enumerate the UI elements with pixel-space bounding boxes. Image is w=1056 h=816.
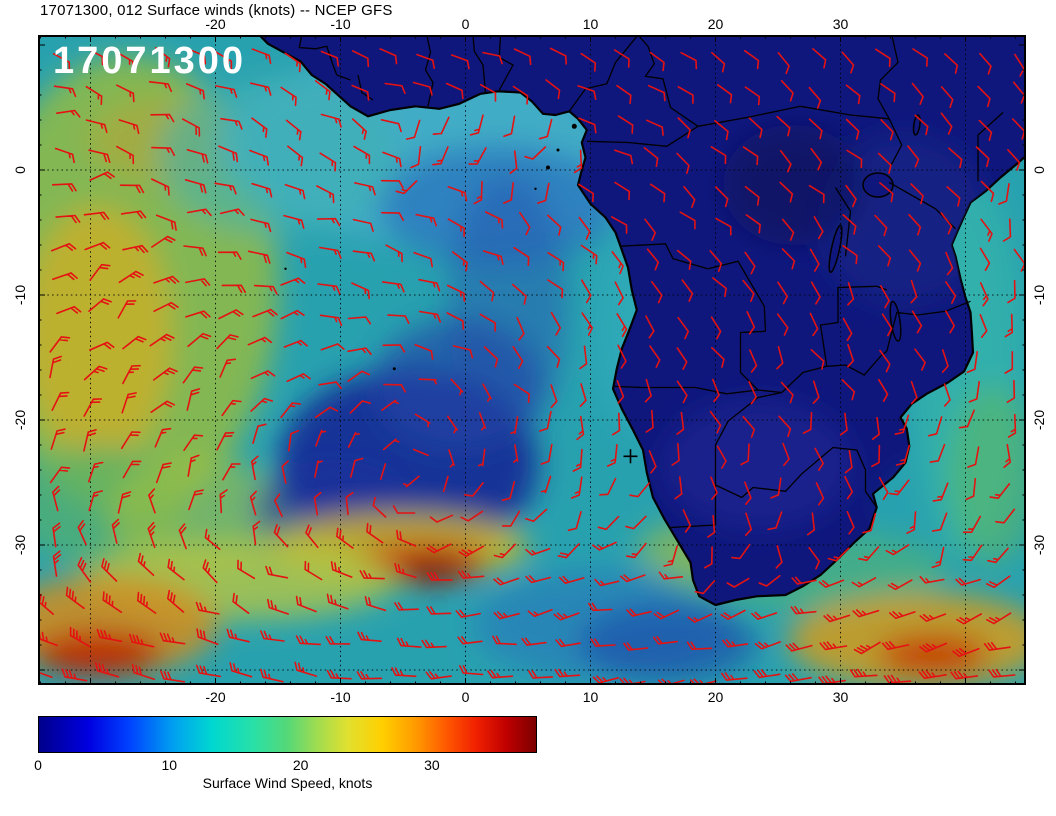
y-axis-tick-label: -30: [1031, 534, 1047, 556]
wind-map-svg: [38, 35, 1026, 685]
y-axis-tick-label: -10: [12, 284, 28, 306]
x-axis-tick-label: 10: [582, 16, 599, 32]
grain-texture: [38, 35, 1026, 685]
colorbar-tick-label: 0: [34, 757, 42, 773]
x-axis-tick-label: 30: [832, 16, 849, 32]
wind-barbs-layer: [38, 47, 1026, 685]
y-axis-tick-label: -20: [1031, 409, 1047, 431]
x-axis-tick-label: -20: [205, 16, 226, 32]
islands: [284, 123, 577, 371]
run-timestamp-overlay: 17071300: [53, 40, 247, 82]
colorbar-tick-label: 10: [161, 757, 178, 773]
y-axis-tick-label: 0: [12, 166, 28, 174]
x-axis-tick-label: -10: [330, 16, 351, 32]
x-axis-tick-label: 20: [707, 689, 724, 705]
colorbar-caption: Surface Wind Speed, knots: [202, 775, 373, 791]
figure-title: 17071300, 012 Surface winds (knots) -- N…: [40, 2, 393, 19]
x-axis-tick-label: -10: [330, 689, 351, 705]
graticule: [38, 35, 1026, 685]
colorbar-tick-label: 30: [424, 757, 440, 773]
y-axis-tick-label: 0: [1031, 166, 1047, 174]
x-axis-tick-label: 10: [582, 689, 599, 705]
x-axis-tick-label: 30: [832, 689, 849, 705]
y-axis-tick-label: -20: [12, 409, 28, 431]
wind-map: [38, 35, 1026, 685]
colorbar-gradient: [38, 716, 537, 753]
x-axis-tick-label: 0: [461, 689, 470, 705]
x-axis-tick-label: -20: [205, 689, 226, 705]
x-axis-tick-label: 20: [707, 16, 724, 32]
station-plus-marker: [623, 449, 638, 464]
map-border: [38, 35, 1026, 685]
y-axis-tick-label: -30: [12, 534, 28, 556]
colorbar-tick-label: 20: [292, 757, 309, 773]
y-axis-tick-label: -10: [1031, 284, 1047, 306]
map-frame: 17071300: [38, 35, 1026, 685]
x-axis-tick-label: 0: [461, 16, 470, 32]
